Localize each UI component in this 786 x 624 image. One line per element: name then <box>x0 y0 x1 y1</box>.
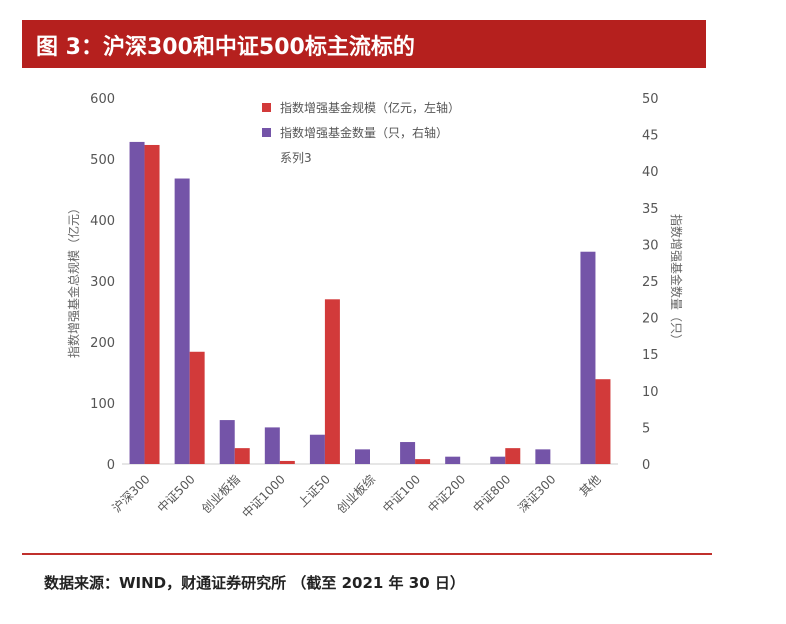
left-tick-label: 0 <box>107 458 115 473</box>
right-tick-label: 50 <box>642 92 659 107</box>
bar-count <box>490 456 506 464</box>
category-label: 沪深300 <box>110 472 153 515</box>
bar-count <box>535 449 551 464</box>
right-tick-label: 25 <box>642 275 659 290</box>
right-tick-label: 5 <box>642 421 650 436</box>
legend-label-count: 指数增强基金数量（只，右轴） <box>280 125 448 140</box>
bar-scale <box>415 459 431 464</box>
chart-title: 图 3：沪深300和中证500标主流标的 <box>36 35 415 60</box>
bar-scale <box>505 448 521 464</box>
left-tick-label: 300 <box>90 275 115 290</box>
category-label: 创业板综 <box>334 472 378 516</box>
bar-count <box>400 442 416 464</box>
category-label: 其他 <box>577 472 604 499</box>
left-tick-label: 100 <box>90 397 115 412</box>
legend-swatch-scale <box>262 103 271 112</box>
title-bar: 图 3：沪深300和中证500标主流标的 <box>22 20 706 68</box>
left-tick-label: 200 <box>90 336 115 351</box>
bar-count <box>580 251 596 464</box>
source-note: 数据来源：WIND，财通证券研究所 （截至 2021 年 30 日） <box>44 574 465 592</box>
right-tick-label: 45 <box>642 129 659 144</box>
bar-count <box>309 434 325 464</box>
bar-count <box>129 141 145 465</box>
bar-scale <box>279 460 295 464</box>
bar-chart: 指数增强基金总规模（亿元） 指数增强基金数量（只） 指数增强基金规模（亿元，左轴… <box>66 92 684 521</box>
category-label: 上证50 <box>295 472 333 510</box>
right-tick-label: 30 <box>642 238 659 253</box>
bar-scale <box>189 351 205 464</box>
right-tick-label: 40 <box>642 165 659 180</box>
bar-scale <box>595 379 611 464</box>
category-label: 创业板指 <box>198 472 243 517</box>
bar-count <box>264 427 280 464</box>
legend-swatch-count <box>262 128 271 137</box>
right-tick-label: 35 <box>642 202 659 217</box>
bar-count <box>355 449 370 464</box>
right-tick-label: 0 <box>642 458 650 473</box>
category-label: 中证500 <box>154 472 198 516</box>
left-tick-label: 500 <box>90 153 115 168</box>
category-label: 中证1000 <box>239 472 288 521</box>
category-label: 中证200 <box>425 472 469 516</box>
left-tick-label: 600 <box>90 92 115 107</box>
bar-count <box>445 456 461 464</box>
right-axis-label: 指数增强基金数量（只） <box>669 214 684 346</box>
legend-label-series3: 系列3 <box>280 151 312 165</box>
right-tick-label: 15 <box>642 348 659 363</box>
right-tick-label: 10 <box>642 385 659 400</box>
category-label: 中证100 <box>379 472 423 516</box>
left-tick-label: 400 <box>90 214 115 229</box>
bar-scale <box>144 144 160 464</box>
left-axis-label: 指数增强基金总规模（亿元） <box>66 202 81 358</box>
divider <box>22 553 712 555</box>
bar-count <box>174 178 190 464</box>
category-label: 中证800 <box>470 472 514 516</box>
bar-scale <box>324 299 340 464</box>
bar-scale <box>234 448 250 464</box>
bar-count <box>219 420 235 464</box>
right-tick-label: 20 <box>642 312 659 327</box>
legend: 指数增强基金规模（亿元，左轴） 指数增强基金数量（只，右轴） 系列3 <box>262 100 460 165</box>
legend-label-scale: 指数增强基金规模（亿元，左轴） <box>280 100 460 115</box>
category-label: 深证300 <box>515 472 558 515</box>
